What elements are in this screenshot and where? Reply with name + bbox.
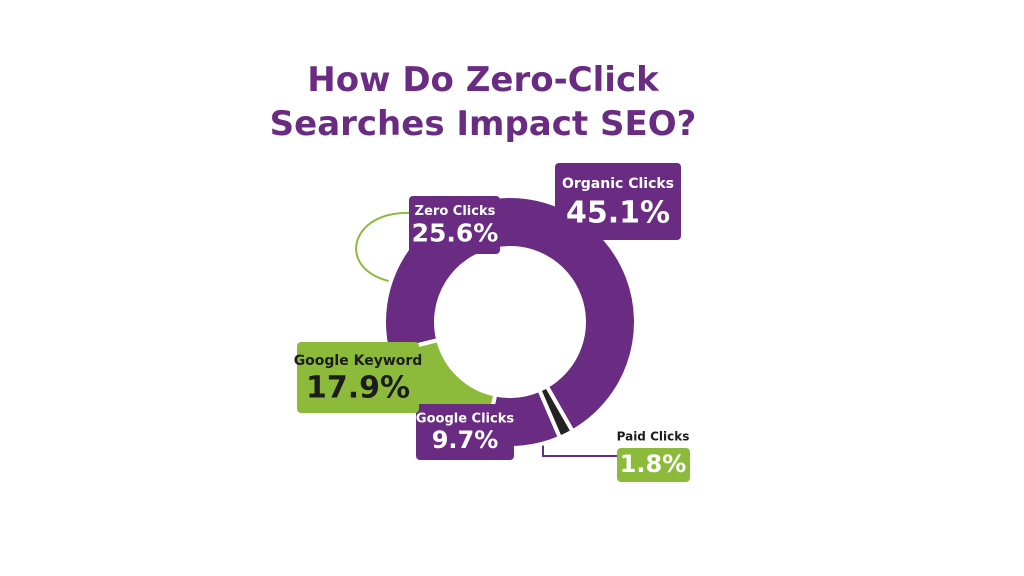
value-label: 1.8% bbox=[620, 450, 687, 478]
chart-title: How Do Zero-Click Searches Impact SEO? bbox=[269, 60, 697, 144]
category-label: Google Clicks bbox=[416, 412, 514, 427]
label-box bbox=[617, 448, 690, 482]
value-label: 25.6% bbox=[412, 218, 499, 247]
category-label: Paid Clicks bbox=[617, 430, 690, 444]
labels: Organic Clicks 45.1% Paid Clicks 1.8% Google… bbox=[294, 163, 690, 482]
value-label: 17.9% bbox=[306, 370, 410, 405]
label-box bbox=[416, 404, 514, 460]
value-label: 9.7% bbox=[432, 426, 499, 454]
label-box bbox=[555, 163, 681, 240]
category-label: Zero Clicks bbox=[415, 204, 496, 219]
connector bbox=[355, 211, 413, 285]
value-label: 45.1% bbox=[566, 195, 670, 230]
label-box bbox=[297, 342, 419, 413]
category-label: Organic Clicks bbox=[562, 176, 674, 192]
category-label: Google Keyword bbox=[294, 353, 423, 369]
label-box bbox=[409, 196, 500, 254]
